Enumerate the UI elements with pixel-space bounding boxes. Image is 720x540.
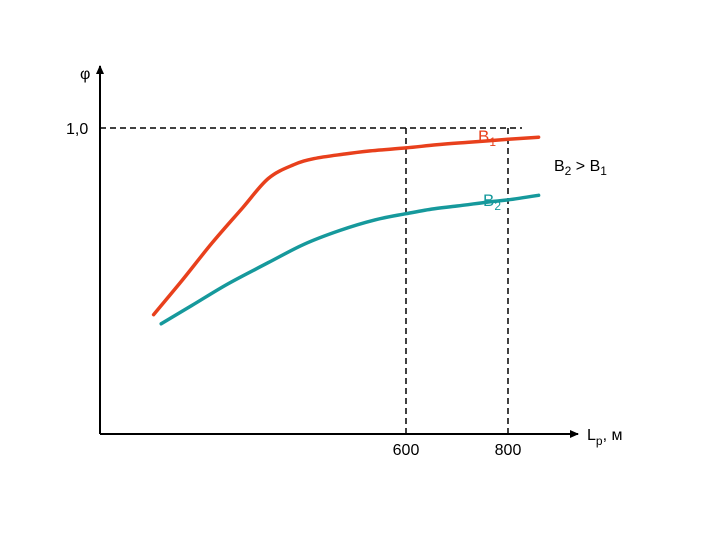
series-b2-label-subscript: 2 <box>494 199 501 213</box>
series-b2-line <box>159 193 541 326</box>
series-b1-line <box>151 135 541 317</box>
x-axis-label-main: L <box>587 427 596 444</box>
comparison-operator: > <box>571 158 589 175</box>
comparison-b2-main: В <box>554 158 565 175</box>
comparison-b1-main: В <box>590 158 601 175</box>
series-b1-label-main: В <box>478 127 489 146</box>
comparison-b1-subscript: 1 <box>600 164 607 178</box>
series-b2-label-main: В <box>483 191 494 210</box>
series-b1-label: В1 <box>478 127 496 149</box>
series-b2-label: В2 <box>483 191 501 213</box>
x-axis-label-unit: , м <box>603 427 623 444</box>
x-axis-label-subscript: р <box>596 434 603 448</box>
series-b1-label-subscript: 1 <box>489 135 496 149</box>
y-axis-label: φ <box>80 66 90 83</box>
x-axis-label: Lр, м <box>587 427 622 448</box>
x-tick-label-800: 800 <box>495 442 522 459</box>
y-tick-label-1: 1,0 <box>66 121 88 138</box>
comparison-annotation: В2 > В1 <box>554 158 607 178</box>
x-tick-label-600: 600 <box>393 442 420 459</box>
comparison-b2-subscript: 2 <box>565 164 572 178</box>
